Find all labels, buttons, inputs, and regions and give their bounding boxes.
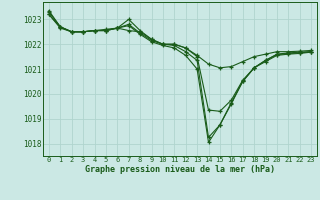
X-axis label: Graphe pression niveau de la mer (hPa): Graphe pression niveau de la mer (hPa) [85, 165, 275, 174]
